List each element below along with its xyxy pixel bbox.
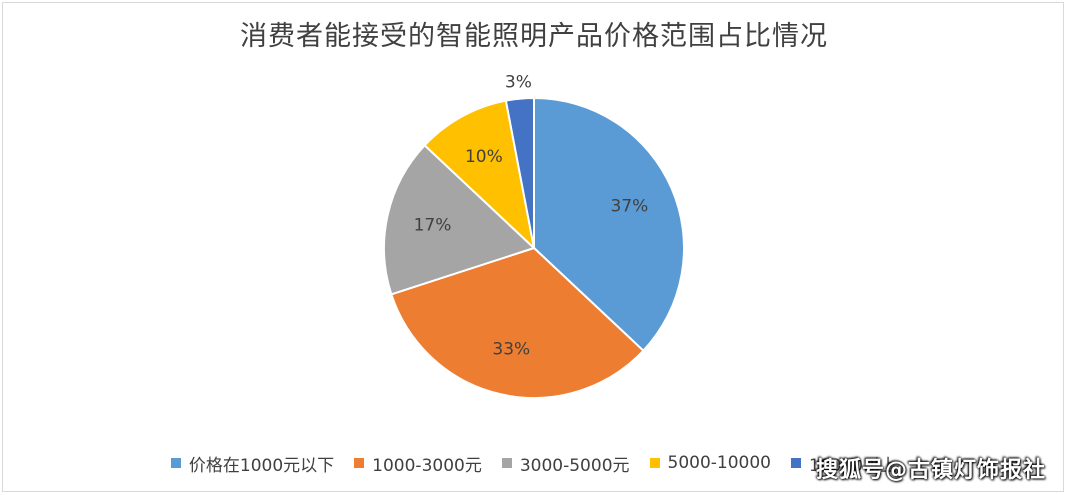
data-label-3: 17% (414, 215, 452, 235)
legend-item-4: 5000-10000 (649, 453, 771, 473)
legend-label: 价格在1000元以下 (188, 455, 335, 476)
pie-slice-1 (533, 96, 685, 353)
legend-label: 3000-5000元 (519, 455, 630, 476)
legend-swatch (649, 458, 660, 468)
legend-swatch (791, 458, 801, 468)
legend-swatch (354, 458, 365, 468)
pie-slice-4 (423, 99, 536, 251)
watermark: 搜狐号@古镇灯饰报社 (815, 458, 1046, 483)
legend-label: 5000-10000 (667, 453, 771, 473)
pie-slice-3 (383, 143, 536, 296)
legend-item-1: 价格在1000元以下 (170, 451, 335, 476)
data-label-5: 3% (505, 73, 532, 93)
legend-item-3: 3000-5000元 (501, 451, 630, 476)
pie-slice-2 (390, 246, 645, 399)
legend-swatch (170, 458, 181, 468)
legend-label: 1000-3000元 (372, 455, 482, 476)
data-label-2: 33% (492, 339, 530, 359)
data-label-4: 10% (465, 147, 503, 167)
legend-label: 10000以上 (809, 455, 898, 476)
chart-legend: 价格在1000元以下 1000-3000元 3000-5000元 5000-10000… (0, 449, 1068, 477)
data-label-1: 37% (611, 197, 649, 217)
legend-item-5: 10000以上 (791, 451, 897, 476)
legend-item-2: 1000-3000元 (354, 451, 482, 476)
chart-title: 消费者能接受的智能照明产品价格范围占比情况 (240, 21, 828, 52)
pie-slice-5 (504, 96, 535, 249)
legend-swatch (501, 458, 512, 468)
